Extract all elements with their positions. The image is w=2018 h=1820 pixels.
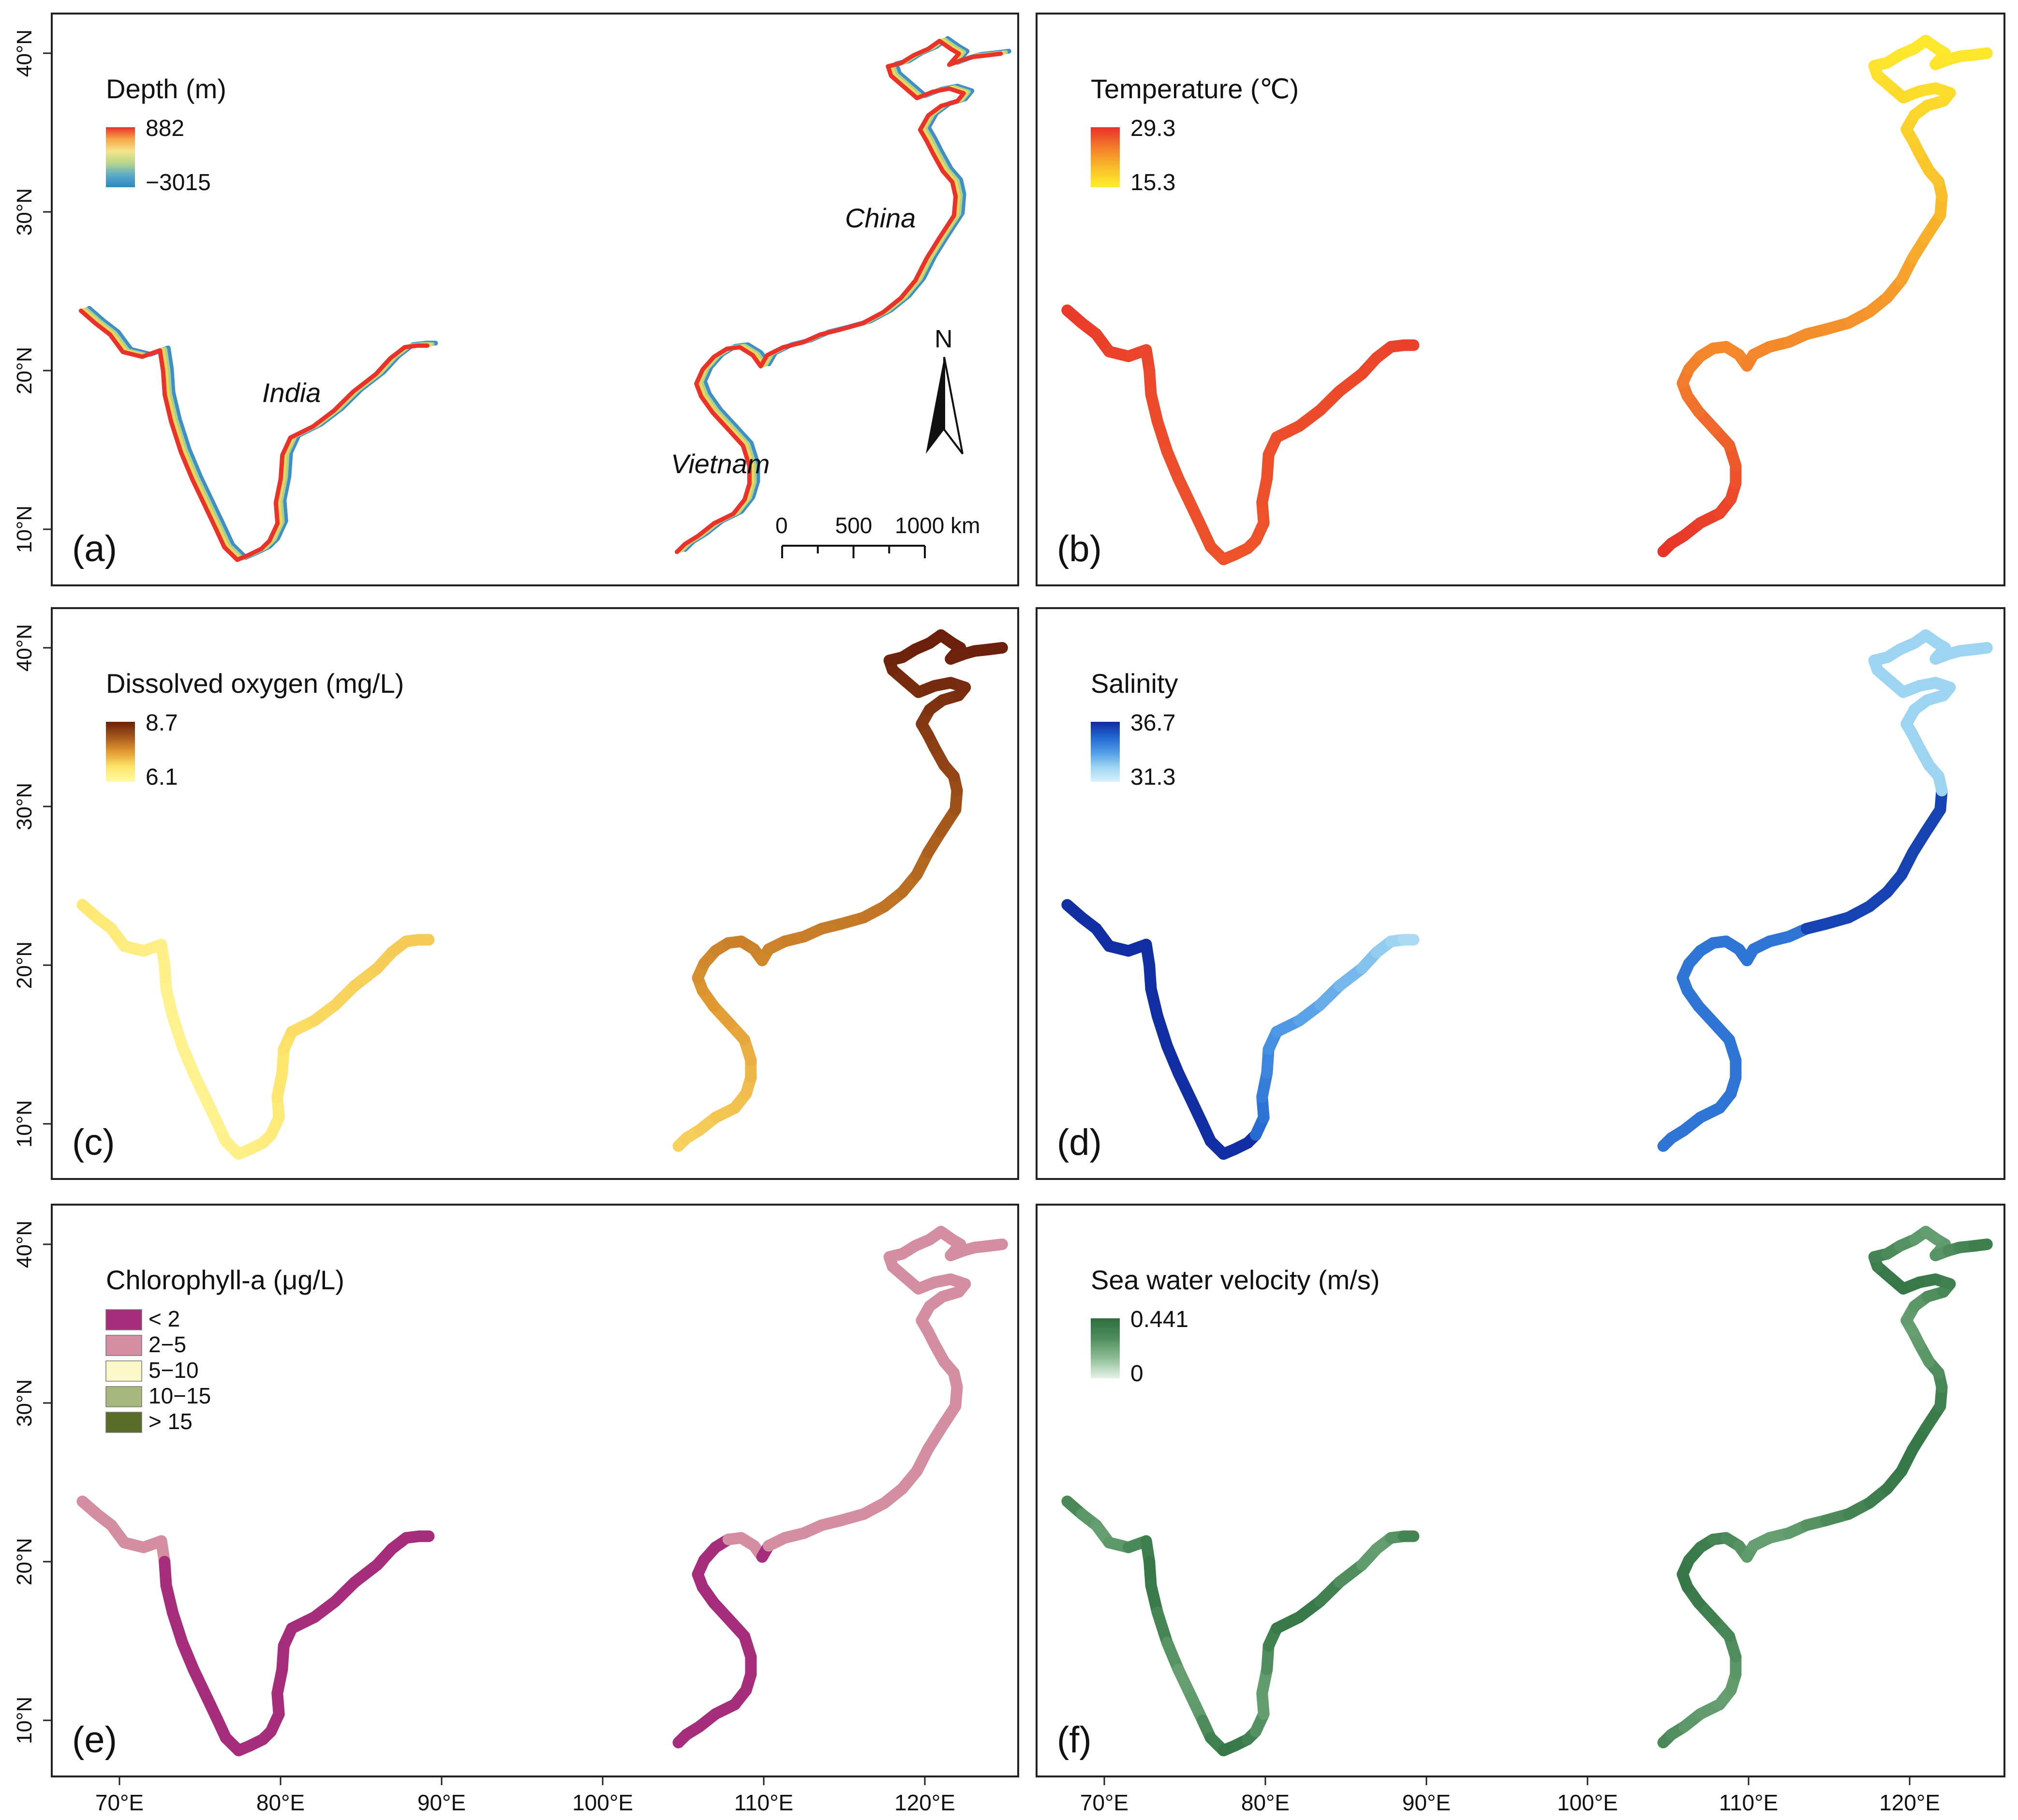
lon-tick-label: 110°E: [1719, 1790, 1778, 1815]
lat-tick-label: 30°N: [13, 783, 36, 830]
coast-east-segment: [983, 1238, 1008, 1252]
lat-tick-label: 20°N: [13, 347, 36, 394]
panel-map: [1061, 629, 1993, 1160]
lon-tick-label: 90°E: [1402, 1790, 1451, 1815]
place-label: Vietnam: [671, 448, 770, 479]
legend-colorbar: [106, 722, 135, 782]
legend-max-label: 36.7: [1130, 710, 1175, 736]
lat-tick-label: 40°N: [13, 1221, 36, 1268]
legend-title: Chlorophyll-a (μg/L): [106, 1265, 344, 1295]
panel-b: Temperature (℃) 29.3 15.3 (b): [1036, 13, 2005, 586]
lon-tick-label: 80°E: [256, 1790, 305, 1815]
panel-label: (c): [72, 1122, 115, 1163]
panel-label: (e): [72, 1719, 117, 1760]
coast-east-depth-band-3: [675, 39, 1003, 554]
legend-max-label: 0.441: [1130, 1307, 1188, 1332]
legend-colorbar: [1091, 722, 1120, 782]
lon-tick-label: 80°E: [1241, 1790, 1290, 1815]
coast-east-segment: [1968, 47, 1993, 61]
panel-frame: [1036, 607, 2005, 1180]
panel-map: [1061, 1225, 1993, 1757]
lat-tick-label: 10°N: [13, 506, 36, 553]
legend-title: Sea water velocity (m/s): [1091, 1265, 1380, 1295]
legend-swatch: [105, 1360, 142, 1382]
legend-min-label: 31.3: [1130, 764, 1175, 790]
lon-tick-label: 120°E: [1879, 1790, 1940, 1815]
panel-frame: [51, 1204, 1019, 1777]
panel-label: (d): [1057, 1122, 1102, 1163]
legend-title: Dissolved oxygen (mg/L): [106, 668, 404, 699]
legend-max-label: 29.3: [1130, 116, 1175, 141]
panel-frame: [1036, 1204, 2005, 1777]
lon-tick-label: 90°E: [417, 1790, 466, 1815]
legend-title: Depth (m): [106, 74, 226, 104]
north-arrow-icon: [926, 357, 944, 454]
legend-max-label: 882: [146, 116, 184, 141]
legend-title: Temperature (℃): [1091, 74, 1299, 104]
lat-tick-label: 20°N: [13, 941, 36, 989]
panel-frame: [51, 607, 1019, 1180]
panel-map: [78, 36, 1011, 562]
legend-item-label: 10−15: [148, 1383, 211, 1408]
legend-colorbar: [106, 127, 135, 187]
scale-bar-label: 1000 km: [895, 513, 980, 538]
lat-tick-label: 40°N: [13, 624, 36, 671]
place-label: China: [845, 203, 916, 233]
coast-east-segment: [1968, 642, 1993, 656]
legend-item-label: 2−5: [148, 1332, 186, 1357]
north-arrow-outline: [943, 357, 964, 455]
panel-map: [76, 1225, 1008, 1757]
lon-tick-label: 100°E: [1557, 1790, 1618, 1815]
legend-swatch: [105, 1335, 142, 1356]
panel-frame: [51, 13, 1019, 586]
legend-min-label: 6.1: [146, 764, 178, 790]
coast-east-segment: [1968, 1238, 1993, 1252]
panel-d: Salinity 36.7 31.3 (d): [1036, 607, 2005, 1180]
panel-label: (f): [1057, 1719, 1092, 1760]
legend-swatch: [105, 1412, 142, 1433]
panel-label: (a): [72, 528, 117, 569]
coast-india-depth-band-3: [78, 308, 430, 562]
lat-tick-label: 10°N: [13, 1100, 36, 1148]
lat-tick-label: 30°N: [13, 1379, 36, 1427]
legend-colorbar: [1091, 127, 1120, 187]
lon-tick-label: 100°E: [572, 1790, 633, 1815]
scale-bar-label: 0: [775, 513, 788, 538]
legend-item-label: < 2: [148, 1306, 180, 1331]
north-arrow-letter: N: [935, 325, 953, 353]
lat-tick-label: 40°N: [13, 30, 36, 77]
lat-tick-label: 30°N: [13, 188, 36, 236]
panel-map: [76, 629, 1008, 1160]
lat-tick-label: 20°N: [13, 1538, 36, 1585]
legend-min-label: 0: [1130, 1361, 1143, 1387]
panel-map: [1061, 34, 1993, 566]
legend-min-label: −3015: [146, 170, 211, 195]
panels-root: Depth (m) 882 −3015 (a) India China Vietnam N 0 5…: [51, 13, 2005, 1777]
panel-f: Sea water velocity (m/s) 0.441 0 (f): [1036, 1204, 2005, 1777]
axes-root: 10°N 20°N 30°N 40°N 10°N 20°N 30°N 40°N 10°N 20°N…: [13, 30, 1940, 1815]
legend-item-label: 5−10: [148, 1358, 199, 1383]
lon-tick-label: 120°E: [894, 1790, 955, 1815]
legend-swatch: [105, 1386, 142, 1407]
lon-tick-label: 70°E: [1080, 1790, 1128, 1815]
scale-bar-label: 500: [835, 513, 873, 538]
lon-tick-label: 70°E: [95, 1790, 144, 1815]
legend-item-label: > 15: [148, 1409, 193, 1434]
panel-c: Dissolved oxygen (mg/L) 8.7 6.1 (c): [51, 607, 1019, 1180]
panel-frame: [1036, 13, 2005, 586]
coast-east-segment: [983, 642, 1008, 656]
panel-a: Depth (m) 882 −3015 (a) India China Vietnam N 0 5…: [51, 13, 1019, 586]
legend-min-label: 15.3: [1130, 170, 1175, 195]
panel-label: (b): [1057, 528, 1102, 569]
lon-tick-label: 110°E: [734, 1790, 793, 1815]
legend-title: Salinity: [1091, 668, 1178, 699]
lat-tick-label: 10°N: [13, 1697, 36, 1744]
legend-max-label: 8.7: [146, 710, 178, 736]
legend-swatch: [105, 1309, 142, 1330]
place-label: India: [262, 377, 321, 408]
legend-colorbar: [1091, 1318, 1120, 1378]
